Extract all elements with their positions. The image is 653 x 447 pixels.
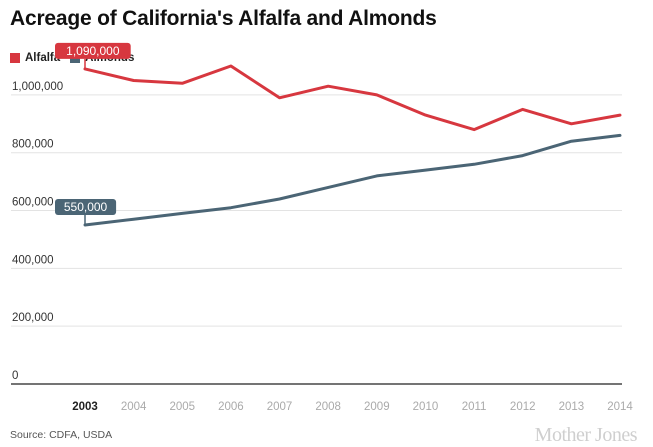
x-tick-label: 2013 [559, 401, 585, 413]
series-line-almonds [83, 133, 622, 227]
x-tick-label: 2012 [510, 401, 536, 413]
x-tick-label: 2008 [315, 401, 341, 413]
x-tick-label: 2005 [169, 401, 195, 413]
annotation-box [55, 199, 117, 215]
x-tick-label: 2004 [121, 401, 147, 413]
annotation-box [55, 42, 131, 59]
annotation-label: 550,000 [64, 200, 108, 214]
y-tick-label: 0 [12, 370, 18, 382]
x-tick-label: 2007 [267, 401, 293, 413]
series-line-alfalfa [83, 64, 622, 132]
x-tick-label: 2009 [364, 401, 390, 413]
chart-title: Acreage of California's Alfalfa and Almo… [10, 7, 437, 30]
y-tick-label: 400,000 [12, 254, 54, 266]
x-tick-label: 2006 [218, 401, 244, 413]
y-tick-label: 1,000,000 [12, 81, 63, 93]
x-tick-label: 2014 [607, 401, 633, 413]
legend-swatch-alfalfa [10, 53, 20, 63]
legend-item-alfalfa: Alfalfa [10, 52, 60, 64]
y-tick-label: 800,000 [12, 139, 54, 151]
x-tick-label: 2011 [462, 401, 487, 413]
y-tick-label: 600,000 [12, 197, 54, 209]
legend-label-alfalfa: Alfalfa [25, 52, 61, 64]
publisher-logo: Mother Jones [534, 424, 638, 446]
x-tick-label: 2010 [413, 401, 439, 413]
annotation-label: 1,090,000 [66, 44, 120, 58]
source-note: Source: CDFA, USDA [10, 429, 113, 441]
x-tick-label: 2003 [72, 401, 98, 413]
y-tick-label: 200,000 [12, 312, 54, 324]
